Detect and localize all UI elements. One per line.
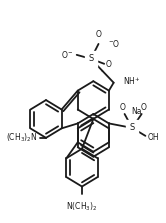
Text: O: O [96,30,101,39]
Text: (CH$_3$)$_2$N: (CH$_3$)$_2$N [6,132,38,144]
Text: NH$^{+}$: NH$^{+}$ [123,75,140,87]
Text: N(CH$_3$)$_2$: N(CH$_3$)$_2$ [66,200,98,213]
Text: O$^{-}$: O$^{-}$ [61,49,73,60]
Text: Na: Na [132,107,142,116]
Text: O: O [106,60,112,69]
Text: OH: OH [147,133,159,142]
Text: S: S [88,54,94,63]
Text: O: O [120,103,126,112]
Text: S: S [129,123,135,132]
Text: $^{-}$O: $^{-}$O [108,38,120,50]
Text: O: O [141,103,146,112]
